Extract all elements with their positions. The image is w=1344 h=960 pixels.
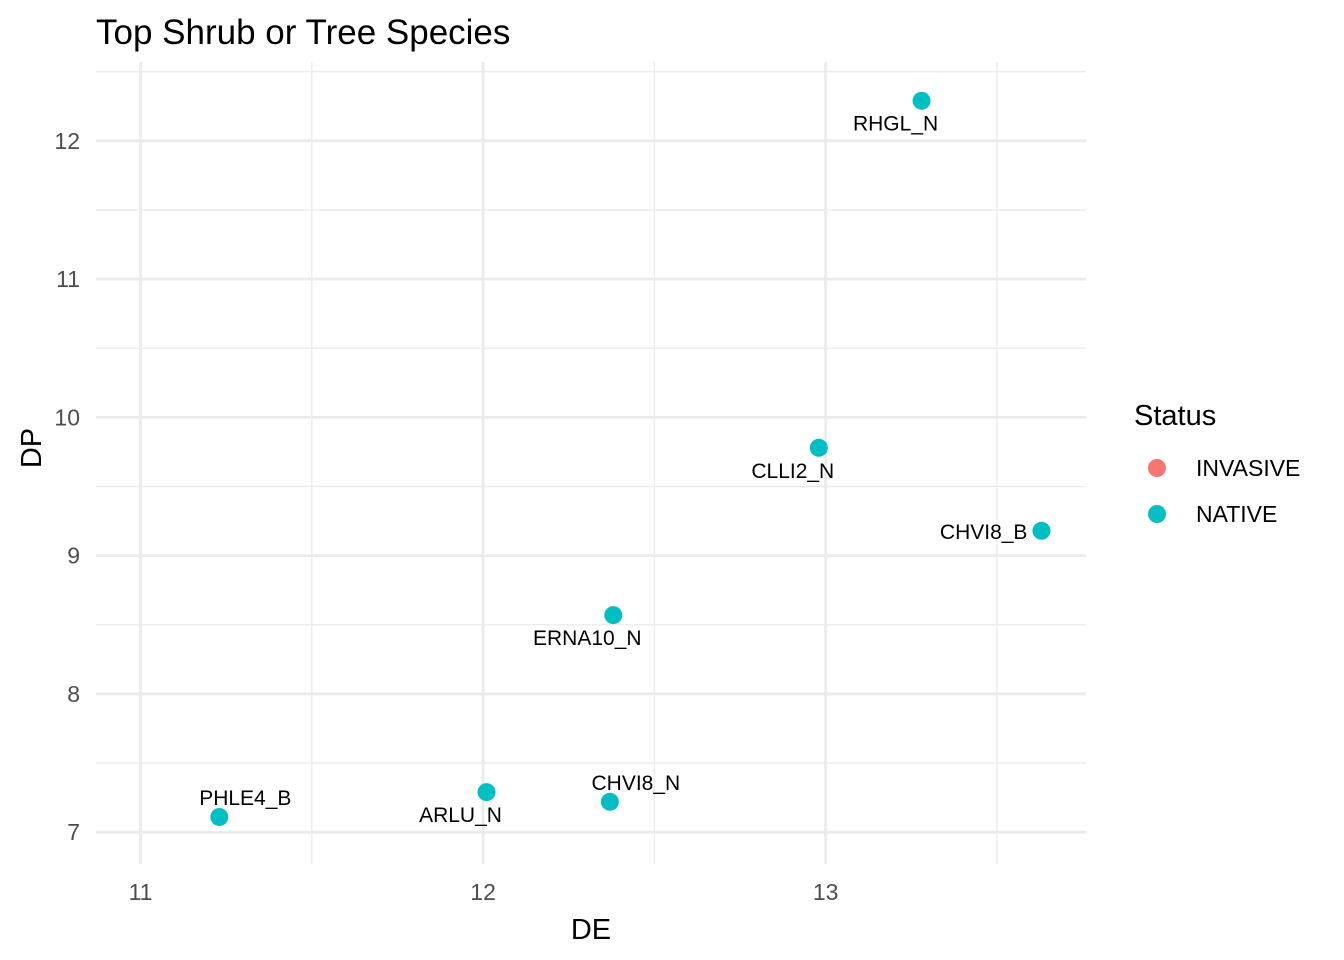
point-label: PHLE4_B [199,787,291,810]
y-tick-label: 11 [56,266,80,292]
legend-item-invasive: INVASIVE [1148,455,1300,481]
legend-label-invasive: INVASIVE [1196,455,1300,481]
y-tick-label: 8 [67,681,80,707]
data-points [210,91,1051,826]
point-label: CHVI8_B [940,521,1028,544]
legend-swatch-native [1148,505,1166,523]
point-labels: RHGL_N CLLI2_N CHVI8_B ERNA10_N PHLE4_B ARLU_… [199,113,1027,827]
point-label: CHVI8_N [591,772,680,795]
y-axis-title: DP [16,428,48,468]
data-point [809,438,828,457]
x-tick-label: 11 [129,879,153,905]
y-tick-label: 12 [54,128,80,154]
legend: Status INVASIVE NATIVE [1134,400,1300,527]
chart-title: Top Shrub or Tree Species [96,13,510,52]
legend-title: Status [1134,400,1216,432]
data-point [600,792,619,811]
legend-label-native: NATIVE [1196,501,1277,527]
legend-swatch-invasive [1148,459,1166,477]
x-tick-label: 12 [470,879,496,905]
legend-item-native: NATIVE [1148,501,1277,527]
x-axis-title: DE [571,914,611,946]
y-tick-label: 10 [54,404,80,430]
x-tick-label: 13 [813,879,839,905]
point-label: RHGL_N [853,113,938,136]
axis-ticks: 11 12 13 7 8 9 10 11 12 [54,128,838,905]
data-point [912,91,931,110]
point-label: ARLU_N [419,804,502,827]
data-point [604,606,623,625]
point-label: CLLI2_N [751,460,834,483]
grid [96,62,1086,864]
data-point [210,807,229,826]
y-tick-label: 7 [67,819,80,845]
data-point [1032,521,1051,540]
y-tick-label: 9 [67,543,80,569]
point-label: ERNA10_N [533,627,642,650]
data-point [477,783,496,802]
